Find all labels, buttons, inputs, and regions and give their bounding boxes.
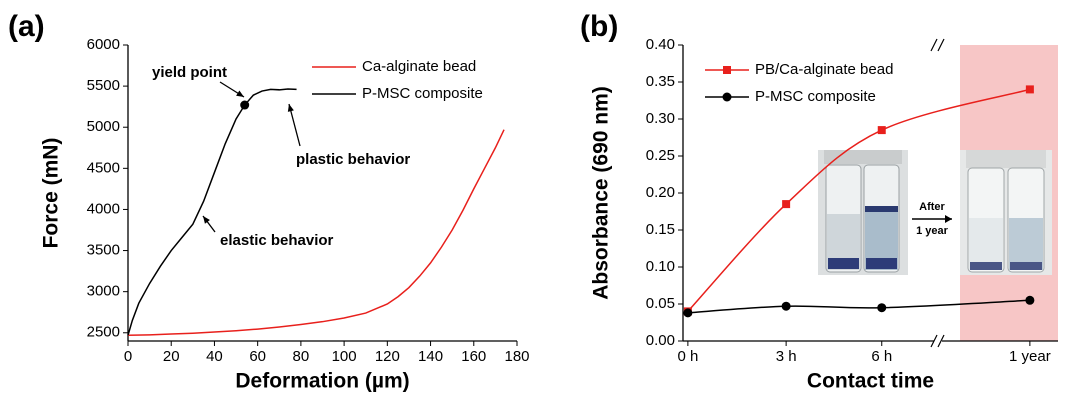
data-point (877, 126, 886, 135)
data-line (687, 299, 1030, 314)
y-tick-label: 0.05 (646, 295, 675, 312)
data-line (127, 88, 297, 336)
data-point (782, 200, 791, 209)
inset-label: 1 year (916, 225, 949, 237)
y-tick-label: 0.40 (646, 36, 675, 53)
axis-break (930, 334, 938, 348)
y-axis-title: Absorbance (690 nm) (590, 86, 613, 300)
x-tick-label: 6 h (871, 348, 892, 365)
data-point (1025, 295, 1035, 305)
legend-label: P-MSC composite (362, 85, 483, 102)
y-tick-label: 6000 (87, 36, 120, 53)
x-tick-label: 20 (163, 348, 180, 365)
data-point (683, 308, 693, 318)
x-tick-label: 180 (504, 348, 529, 365)
x-tick-label: 40 (206, 348, 223, 365)
y-tick-label: 4000 (87, 200, 120, 217)
x-axis-title: Contact time (807, 370, 934, 393)
y-tick-label: 0.25 (646, 147, 675, 164)
x-tick-label: 60 (249, 348, 266, 365)
x-axis-title: Deformation (µm) (235, 370, 409, 393)
y-tick-label: 0.15 (646, 221, 675, 238)
x-tick-label: 80 (293, 348, 310, 365)
inset-label: After (919, 201, 945, 213)
annotation-arrowhead (287, 104, 294, 112)
x-tick-label: 100 (332, 348, 357, 365)
y-tick-label: 3000 (87, 283, 120, 300)
y-tick-label: 2500 (87, 324, 120, 341)
y-tick-label: 0.20 (646, 184, 675, 201)
axis-break (937, 38, 945, 52)
data-line (687, 88, 1031, 312)
y-tick-label: 0.00 (646, 332, 675, 349)
y-tick-label: 0.35 (646, 73, 675, 90)
annotation: elastic behavior (220, 232, 334, 249)
inset-photo-after (960, 150, 1052, 275)
y-tick-label: 3500 (87, 242, 120, 259)
x-tick-label: 1 year (1009, 348, 1051, 365)
panel-label: (a) (8, 10, 45, 43)
y-tick-label: 0.30 (646, 110, 675, 127)
data-point (1025, 85, 1034, 94)
legend-marker (722, 92, 732, 102)
data-point (877, 303, 887, 313)
axis-break-gap (934, 338, 942, 344)
axis-break-gap (934, 42, 942, 48)
y-tick-label: 5500 (87, 77, 120, 94)
x-tick-label: 140 (418, 348, 443, 365)
legend-marker (723, 66, 731, 74)
annotation: yield point (152, 64, 227, 81)
annotation: plastic behavior (296, 151, 410, 168)
data-point (781, 301, 791, 311)
legend-label: PB/Ca-alginate bead (755, 61, 893, 78)
legend-label: Ca-alginate bead (362, 58, 476, 75)
annotation-arrowhead (236, 90, 244, 97)
axis-break (930, 38, 938, 52)
axis-break (937, 334, 945, 348)
y-tick-label: 4500 (87, 159, 120, 176)
x-tick-label: 160 (461, 348, 486, 365)
data-line (127, 129, 505, 336)
annotation-arrowhead (203, 216, 210, 224)
x-tick-label: 120 (375, 348, 400, 365)
x-tick-label: 3 h (776, 348, 797, 365)
y-tick-label: 0.10 (646, 258, 675, 275)
inset-arrowhead (945, 215, 952, 223)
legend-label: P-MSC composite (755, 88, 876, 105)
y-tick-label: 5000 (87, 118, 120, 135)
inset-photo-before (818, 150, 908, 275)
y-axis-title: Force (mN) (40, 138, 63, 249)
x-tick-label: 0 (124, 348, 132, 365)
x-tick-label: 0 h (677, 348, 698, 365)
yield-point (240, 100, 250, 110)
panel-label: (b) (580, 10, 618, 43)
